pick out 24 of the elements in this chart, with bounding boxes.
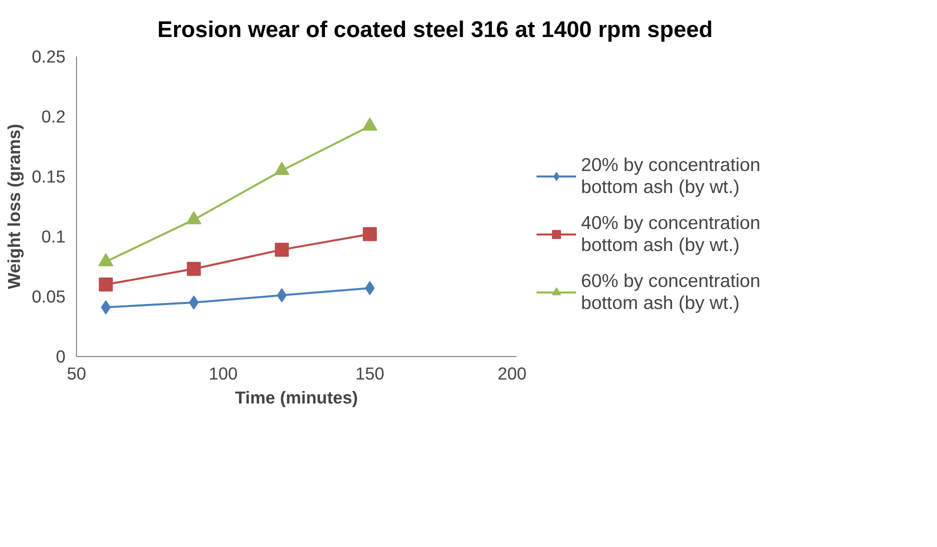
x-tick-label: 150 [355,364,384,384]
y-tick-label: 0 [56,346,66,366]
point [274,162,290,176]
point [362,227,377,242]
legend-label: 60% by concentration bottom ash (by wt.) [581,270,760,314]
legend-label: 40% by concentration bottom ash (by wt.) [581,212,760,256]
legend-label: 20% by concentration bottom ash (by wt.) [581,154,760,198]
y-axis-title: Weight loss (grams) [4,124,24,290]
x-tick-label: 200 [498,364,527,384]
point [186,211,202,224]
y-tick-label: 0.2 [41,106,66,126]
y-tick-label: 0.15 [32,166,66,186]
y-tick-label: 0.25 [32,46,66,66]
y-tick-label: 0.05 [32,286,66,306]
x-axis-title: Time (minutes) [235,388,358,408]
x-tick-label: 100 [208,364,238,384]
point [274,242,289,257]
point [186,262,201,276]
x-tick-label: 50 [66,364,86,384]
point [362,118,378,131]
chart-title: Erosion wear of coated steel 316 at 1400 rpm speed [157,15,713,44]
point [189,296,199,310]
y-tick-label: 0.1 [41,226,66,246]
point [98,278,113,292]
